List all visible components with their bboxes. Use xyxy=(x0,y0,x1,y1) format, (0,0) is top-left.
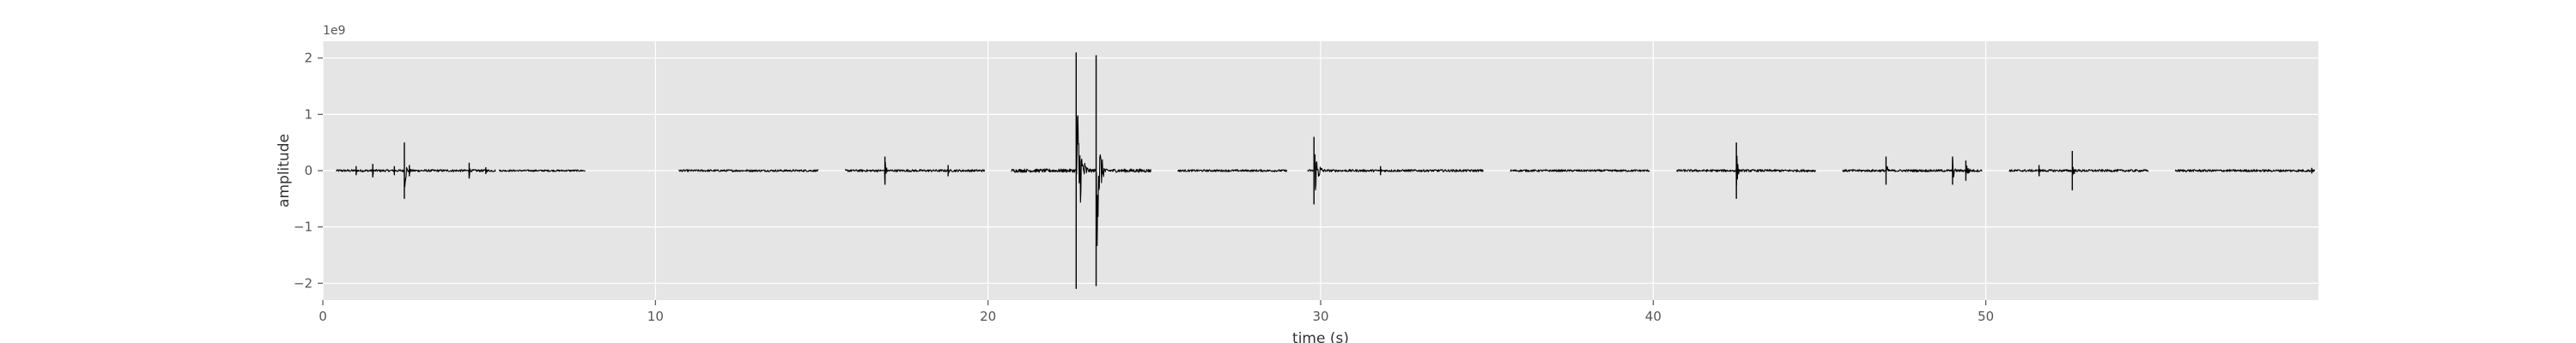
waveform-segment xyxy=(1177,169,1288,172)
grid-lines xyxy=(322,41,2318,300)
series-layer xyxy=(336,52,2316,289)
y-axis-label: amplitude xyxy=(276,134,293,208)
x-tick-label: 10 xyxy=(647,309,664,324)
waveform-segment xyxy=(1307,153,1485,191)
waveform-segment xyxy=(1675,155,1817,186)
y-tick-label: −2 xyxy=(294,275,313,291)
y-tick-label: 1 xyxy=(304,106,313,122)
y-axis-scale-label: 1e9 xyxy=(323,24,345,38)
waveform-segment xyxy=(1842,159,1983,178)
waveform-segment xyxy=(1510,169,1650,172)
y-tick-label: 0 xyxy=(304,163,313,178)
waveform-segment xyxy=(498,169,586,172)
waveform-segment xyxy=(2174,169,2316,173)
waveform-segment xyxy=(845,162,986,184)
waveform-segment xyxy=(678,169,819,172)
x-tick-label: 40 xyxy=(1645,309,1662,324)
x-axis-label: time (s) xyxy=(1292,330,1349,343)
x-tick-label: 30 xyxy=(1312,309,1328,324)
waveform-segment xyxy=(1011,115,1151,247)
x-tick-label: 0 xyxy=(319,309,327,324)
waveform-segment xyxy=(2008,166,2149,176)
y-tick-label: −1 xyxy=(294,220,313,235)
y-tick-label: 2 xyxy=(304,51,313,66)
x-tick-label: 20 xyxy=(980,309,996,324)
x-tick-label: 50 xyxy=(1978,309,1994,324)
